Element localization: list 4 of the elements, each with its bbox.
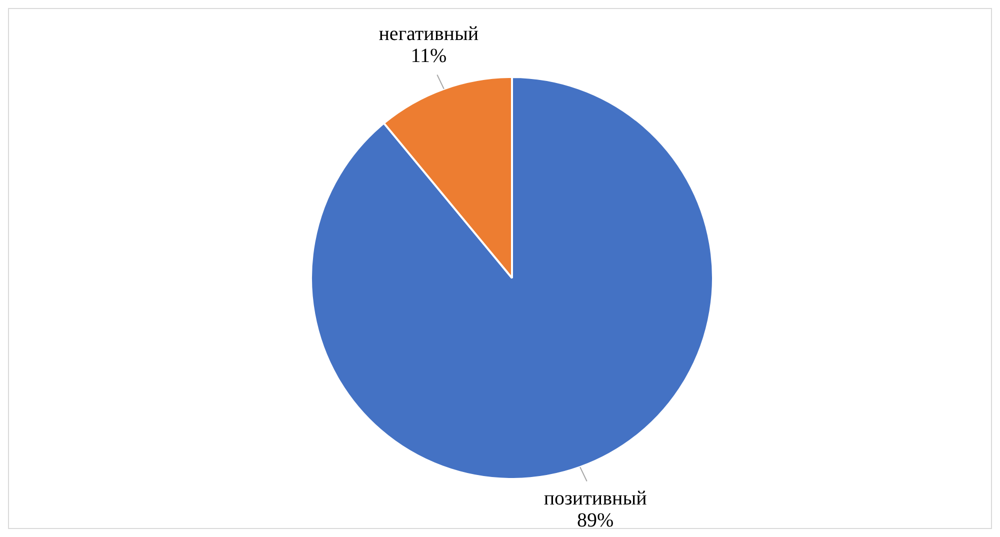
slice-label: позитивный (544, 487, 648, 510)
data-label: 89% (576, 509, 614, 532)
data-label: 11% (410, 45, 447, 68)
slice-label: негативный (378, 23, 479, 46)
